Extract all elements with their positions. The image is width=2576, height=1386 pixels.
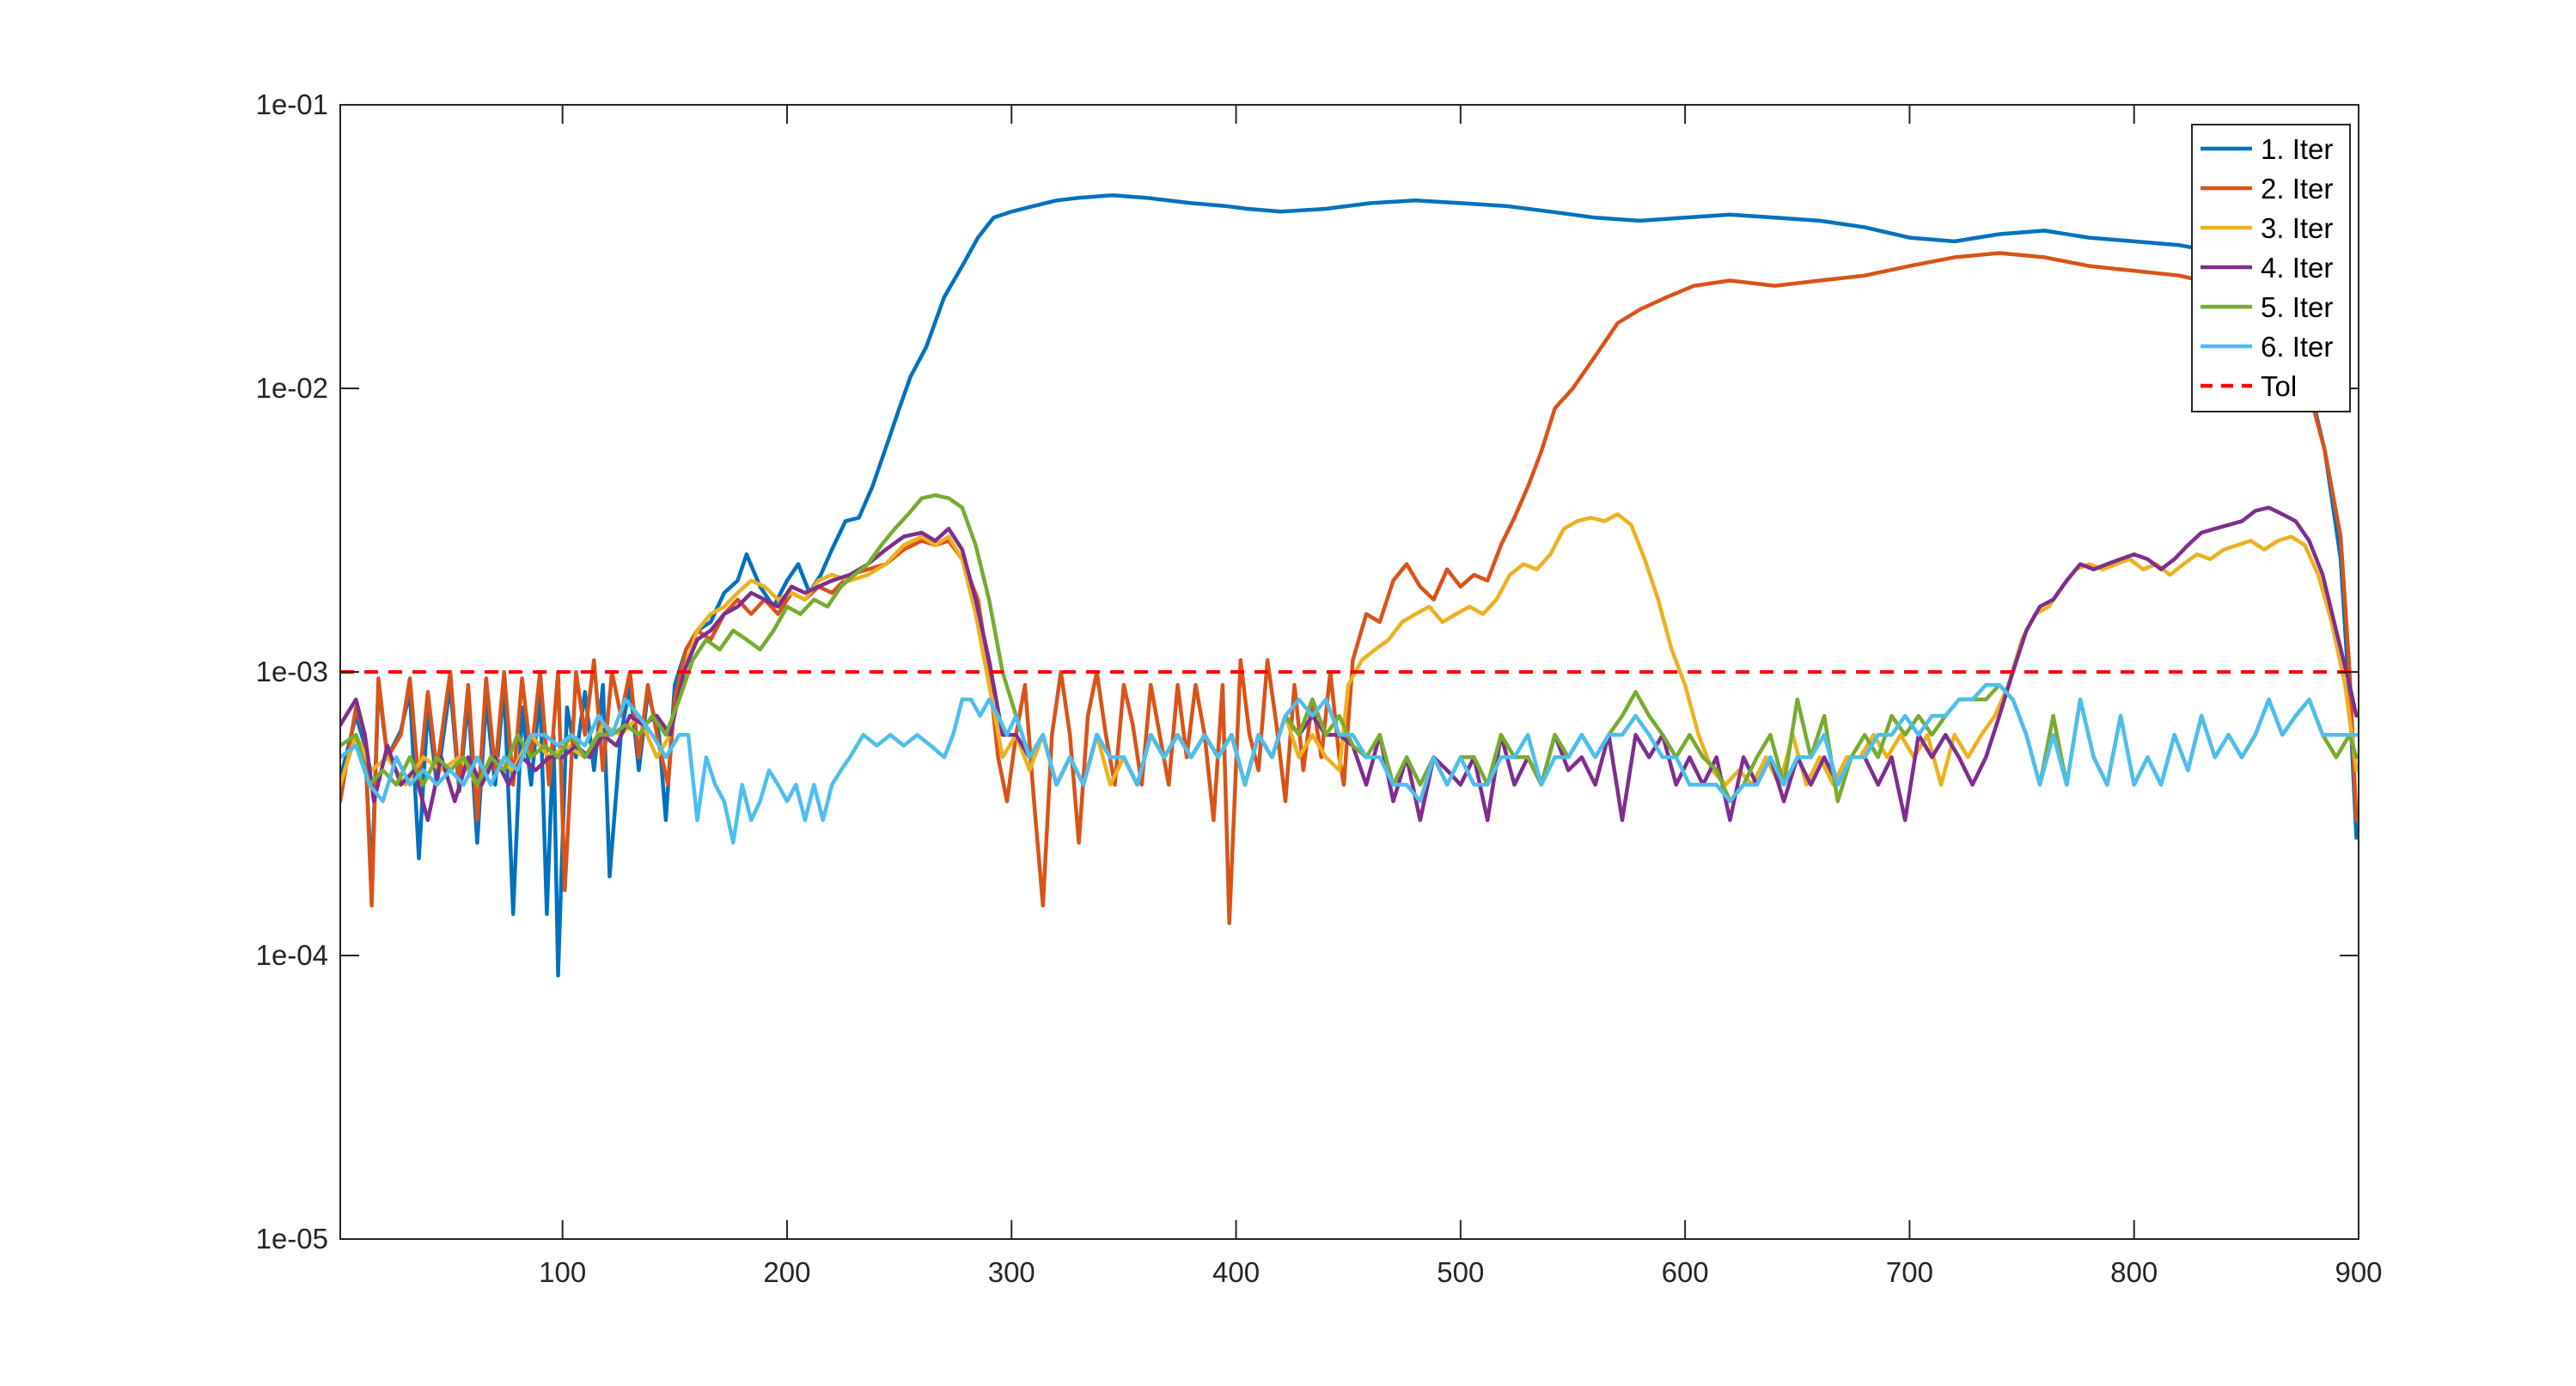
x-axis: 100 200 300 400 500 600 700 800 900 (539, 105, 2383, 1288)
legend-label: 2. Iter (2261, 173, 2333, 205)
y-tick-label: 1e-03 (256, 656, 328, 687)
legend-label: 6. Iter (2261, 331, 2333, 363)
y-axis: 1e-05 1e-04 1e-03 1e-02 1e-01 (256, 89, 2359, 1255)
series-line-6-iter (340, 682, 2359, 845)
legend-label: 3. Iter (2261, 212, 2333, 244)
x-tick-label: 500 (1437, 1256, 1484, 1288)
legend-label: 1. Iter (2261, 133, 2333, 165)
x-tick-label: 600 (1662, 1256, 1709, 1288)
legend-label: 5. Iter (2261, 291, 2333, 323)
legend-label: 4. Iter (2261, 252, 2333, 284)
y-tick-label: 1e-04 (256, 939, 328, 971)
x-tick-label: 400 (1212, 1256, 1260, 1288)
legend: 1. Iter 2. Iter 3. Iter 4. Iter 5. Iter 6. It… (2191, 124, 2351, 412)
y-tick-label: 1e-02 (256, 372, 328, 404)
series-line-2-iter (340, 251, 2359, 925)
plot-area (340, 105, 2359, 1239)
x-tick-label: 200 (763, 1256, 810, 1288)
legend-label: Tol (2261, 370, 2297, 402)
x-tick-label: 300 (988, 1256, 1035, 1288)
y-tick-label: 1e-01 (256, 89, 328, 120)
y-tick-label: 1e-05 (256, 1223, 328, 1255)
x-tick-label: 700 (1886, 1256, 1933, 1288)
x-tick-label: 900 (2335, 1256, 2382, 1288)
series-layer (340, 192, 2359, 978)
x-tick-label: 800 (2110, 1256, 2158, 1288)
x-tick-label: 100 (539, 1256, 586, 1288)
